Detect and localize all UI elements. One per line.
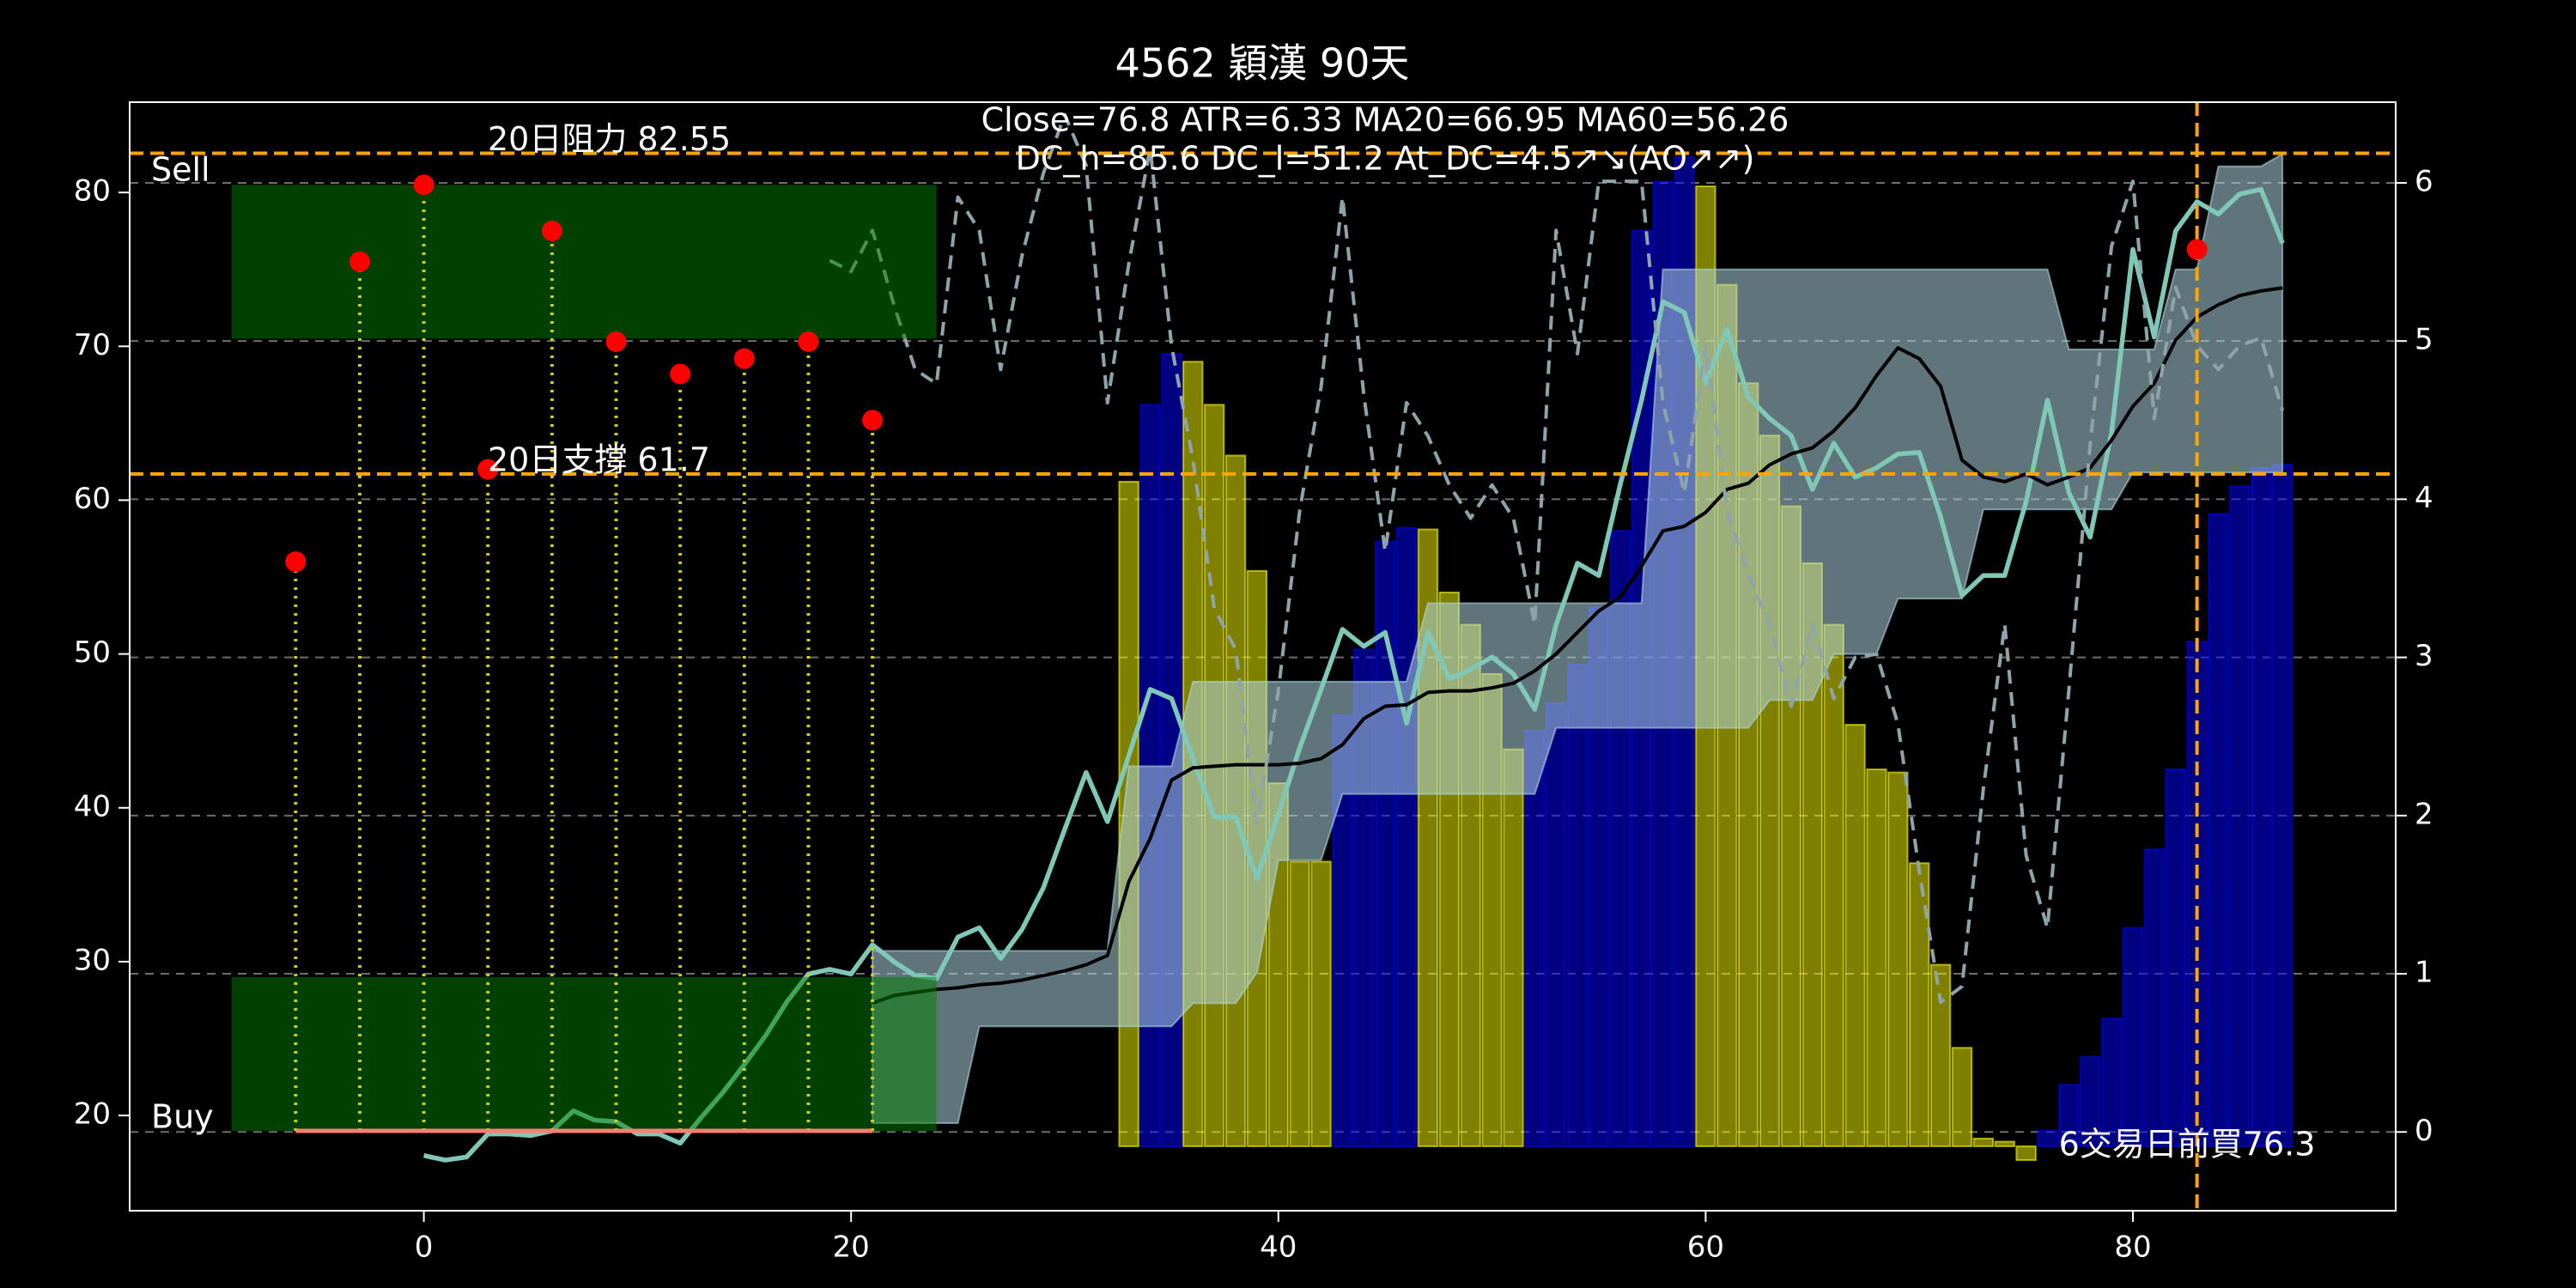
x-tick-label: 80 — [2114, 1230, 2151, 1265]
x-tick-label: 20 — [833, 1230, 870, 1265]
signal-point — [670, 363, 691, 385]
bar — [1395, 526, 1418, 1147]
level-label: 20日支撐 61.7 — [488, 441, 710, 479]
axes-frame — [129, 101, 2397, 1212]
level-label: 20日阻力 82.55 — [488, 120, 731, 158]
y-tick-label: 50 — [74, 635, 111, 670]
bar — [2251, 466, 2272, 1147]
x-tick-label: 60 — [1687, 1230, 1724, 1265]
bar — [1546, 702, 1567, 1147]
bar — [2229, 485, 2251, 1147]
bar — [1310, 860, 1332, 1147]
bar — [1972, 1137, 1995, 1147]
bar — [2122, 927, 2144, 1147]
signal-point — [733, 348, 755, 369]
bar — [1887, 771, 1909, 1147]
line-series — [829, 112, 2285, 1005]
signal-point — [541, 220, 562, 241]
line-series — [872, 286, 2283, 1005]
y-tick-label: 60 — [74, 482, 111, 516]
bar — [1503, 748, 1524, 1147]
bar — [2143, 848, 2166, 1147]
y2-tick-label: 5 — [2415, 323, 2433, 357]
bar — [2058, 1084, 2080, 1147]
bar — [1866, 769, 1887, 1147]
y2-tick-label: 0 — [2415, 1114, 2433, 1148]
signal-point — [862, 410, 884, 431]
bar — [2037, 1130, 2058, 1147]
signal-point — [413, 174, 434, 196]
y-tick-label: 70 — [74, 328, 111, 362]
plot-area — [130, 102, 2396, 1211]
y2-tick-label: 1 — [2415, 956, 2433, 990]
y-tick-label: 20 — [74, 1097, 111, 1132]
bar — [2100, 1018, 2123, 1147]
bar — [1823, 623, 1844, 1147]
bar — [1289, 860, 1310, 1147]
zone-label: Buy — [151, 1098, 214, 1136]
buy-point — [2186, 239, 2208, 260]
bar — [1844, 724, 1866, 1147]
bar — [2165, 769, 2186, 1147]
signal-point — [349, 251, 370, 272]
bar — [1929, 963, 1952, 1147]
x-tick-label: 40 — [1260, 1230, 1297, 1265]
bar — [1994, 1140, 2015, 1147]
buy-label: 6交易日前買76.3 — [2059, 1126, 2316, 1163]
bar — [2271, 464, 2293, 1147]
bar — [1566, 664, 1589, 1147]
bar — [2208, 513, 2229, 1147]
zone — [231, 976, 937, 1132]
y-tick-label: 80 — [74, 174, 111, 209]
signal-point — [477, 459, 499, 480]
annotation: Close=76.8 ATR=6.33 MA20=66.95 MA60=56.2… — [981, 101, 1789, 139]
zone — [231, 185, 937, 339]
bar — [2080, 1056, 2101, 1147]
y2-tick-label: 2 — [2415, 797, 2433, 831]
zone-label: Sell — [151, 151, 210, 189]
y-tick-label: 30 — [74, 943, 111, 977]
x-tick-label: 0 — [415, 1230, 434, 1265]
y-tick-label: 40 — [74, 789, 111, 823]
chart-title: 4562 穎漢 90天 — [1115, 40, 1410, 87]
bar — [1951, 1047, 1973, 1147]
signal-point — [285, 551, 307, 573]
signal-point — [798, 331, 819, 352]
y2-tick-label: 6 — [2415, 164, 2433, 198]
annotation: DC_h=85.6 DC_l=51.2 At_DC=4.5↗↘(AO↗↗) — [1016, 140, 1755, 178]
y2-tick-label: 3 — [2415, 639, 2433, 673]
signal-point — [605, 331, 627, 352]
bar — [2015, 1145, 2037, 1162]
y2-tick-label: 4 — [2415, 481, 2433, 515]
